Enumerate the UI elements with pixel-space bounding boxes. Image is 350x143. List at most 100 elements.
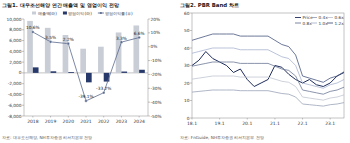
marker [49, 41, 52, 44]
title: 그림2. PBR Band 차트 [180, 2, 239, 8]
data-label: 6.6% [134, 31, 145, 36]
x-tick-label: 19.1 [215, 121, 225, 126]
y-tick [22, 116, 24, 117]
y-tick [190, 100, 192, 101]
chart: 그림1. 대우조선해양 연간 매출액 및 영업이익 전망자료: 대우조선해양, … [2, 2, 162, 140]
line [192, 90, 344, 106]
x-tick-label: 23.1 [325, 121, 335, 126]
y-tick-label: 0 [187, 116, 190, 121]
y-tick [22, 83, 24, 84]
legend-swatch [311, 23, 317, 24]
marker [32, 31, 35, 34]
x-tick [274, 118, 275, 120]
y-axis [24, 19, 25, 116]
x-tick-label: 18.1 [187, 121, 197, 126]
y2-tick-label: -20% [151, 72, 162, 77]
y-tick-label: 50 [184, 28, 190, 33]
x-tick [330, 118, 331, 120]
y2-tick-label: 0% [151, 44, 158, 49]
bar [104, 73, 110, 82]
line [192, 52, 344, 87]
x-tick [302, 118, 303, 120]
x-tick [50, 116, 51, 118]
legend-swatch [32, 12, 36, 15]
legend-label: 1.2x [335, 21, 345, 26]
y2-tick-label: -40% [151, 100, 162, 105]
y-tick [190, 13, 192, 14]
legend-label: 0.4x [319, 15, 329, 20]
legend: 매출액(좌)영업이익(좌)영업이익률(우) [32, 11, 133, 16]
y2-tick-label: 20% [151, 17, 161, 22]
data-label: 10.6% [26, 25, 40, 30]
y-tick-label: 6,000 [9, 38, 22, 43]
y-tick-label: 8,000 [9, 27, 22, 32]
bar [121, 72, 127, 73]
x-tick-label: 2020 [63, 119, 75, 124]
y2-tick-label: -50% [151, 114, 162, 119]
data-label: -39.1% [78, 94, 93, 99]
y2-tick-label: -10% [151, 58, 162, 63]
y-tick [22, 40, 24, 41]
chart: 그림2. PBR Band 차트자료: FnGuide, NH투자증권 리서치본… [180, 2, 344, 140]
marker [138, 36, 141, 39]
y-tick-label: 10 [184, 98, 190, 103]
bar [51, 71, 57, 73]
y-tick [22, 72, 24, 73]
y2-tick-label: -30% [151, 86, 162, 91]
y2-tick-label: 10% [151, 30, 161, 35]
y2-axis [148, 19, 149, 116]
line [192, 62, 344, 94]
y-tick-label: 2,000 [9, 60, 22, 65]
data-label: 3.5% [45, 35, 56, 40]
bar [139, 70, 145, 73]
x-tick-label: 22.1 [298, 121, 308, 126]
plot-area [24, 21, 148, 102]
y-tick-label: -2,000 [8, 81, 22, 86]
data-labels: 10.6%3.5%2.2%-39.1%-33.2%3.3%6.6% [26, 25, 145, 99]
legend-label: 0.8x [303, 21, 313, 26]
data-label: 3.3% [116, 36, 127, 41]
y-tick [190, 83, 192, 84]
y-tick-label: -8,000 [8, 114, 22, 119]
legend-label: 영업이익(좌) [68, 11, 92, 16]
x-tick [192, 118, 193, 120]
marker [85, 100, 88, 103]
x-tick [32, 116, 33, 118]
legend-label: 매출액(좌) [38, 11, 58, 16]
y-tick-label: 0 [19, 70, 22, 75]
x-tick-label: 2023 [116, 119, 128, 124]
x-tick-label: 2024 [133, 119, 145, 124]
x-tick-label: 20.1 [242, 121, 252, 126]
title: 그림1. 대우조선해양 연간 매출액 및 영업이익 전망 [2, 2, 119, 8]
x-tick [247, 118, 248, 120]
line [192, 34, 344, 82]
marker [120, 41, 123, 44]
y-tick [22, 29, 24, 30]
y-tick [190, 30, 192, 31]
x-tick [103, 116, 104, 118]
legend-marker [100, 12, 102, 14]
y-tick [22, 94, 24, 95]
x-tick-label: 2022 [98, 119, 110, 124]
canvas: 그림1. 대우조선해양 연간 매출액 및 영업이익 전망자료: 대우조선해양, … [0, 0, 350, 143]
bar [86, 73, 92, 82]
legend-label: 1.0x [319, 21, 329, 26]
y-tick-label: -4,000 [8, 92, 22, 97]
legend-swatch [295, 17, 301, 18]
source: 자료: FnGuide, NH투자증권 리서치본부 전망 [180, 135, 264, 140]
y-tick [190, 48, 192, 49]
x-tick-label: 2021 [80, 119, 92, 124]
y-tick-label: -6,000 [8, 103, 22, 108]
bar [80, 49, 86, 73]
y-tick [22, 19, 24, 20]
legend: Price0.4x0.6x0.8x1.0x1.2x [295, 15, 344, 26]
y-tick [190, 65, 192, 66]
bar [68, 72, 74, 74]
x-tick-label: 2019 [45, 119, 57, 124]
x-tick [139, 116, 140, 118]
y-tick-label: 4,000 [9, 49, 22, 54]
legend-swatch [98, 13, 104, 14]
x-tick-label: 21.1 [270, 121, 280, 126]
line [33, 32, 139, 101]
legend-swatch [295, 23, 301, 24]
